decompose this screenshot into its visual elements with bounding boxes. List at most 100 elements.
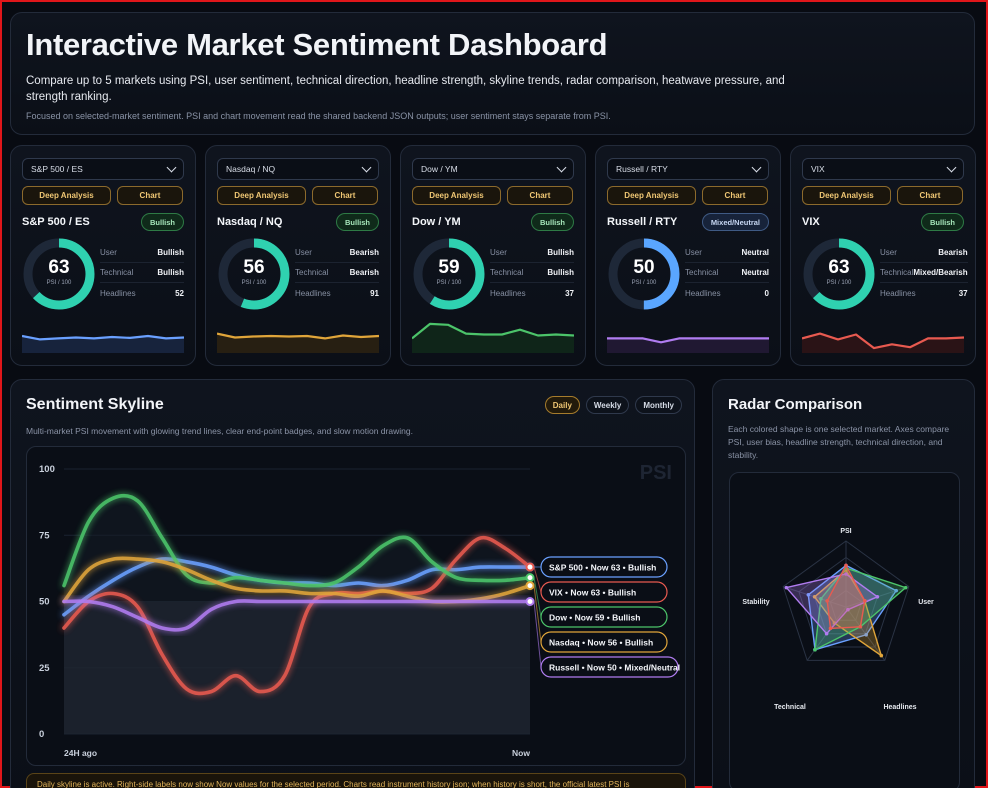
series-endpoint (525, 573, 535, 583)
end-label-connector (533, 566, 542, 593)
radar-shape (826, 563, 866, 630)
market-select[interactable]: S&P 500 / ES (22, 158, 184, 180)
radar-point (894, 588, 899, 593)
gauge-arc (608, 238, 680, 310)
x-tick-label-end: Now (512, 748, 530, 758)
sparkline-area (217, 333, 379, 353)
market-select-value: S&P 500 / ES (31, 164, 83, 174)
radar-svg: PSI User Headlines Technical Stability (742, 528, 934, 711)
sentiment-badge: Bullish (920, 213, 964, 231)
deep-analysis-button[interactable]: Deep Analysis (607, 186, 696, 205)
page-note: Focused on selected-market sentiment. PS… (26, 111, 611, 121)
chart-button[interactable]: Chart (507, 186, 573, 205)
user-label: User (295, 248, 312, 257)
end-label-pill (540, 631, 668, 653)
user-label: User (880, 248, 897, 257)
radar-shape (785, 573, 879, 635)
sentiment-badge: Bullish (530, 213, 574, 231)
headlines-label: Headlines (490, 288, 526, 298)
chart-button[interactable]: Chart (117, 186, 183, 205)
sparkline-line (412, 322, 574, 340)
psi-watermark: PSI (640, 462, 672, 484)
market-name: Russell / RTY (607, 216, 678, 228)
deep-analysis-button[interactable]: Deep Analysis (22, 186, 111, 205)
psi-value: 63 (48, 257, 70, 278)
radar-grid-ring (798, 556, 894, 648)
end-label-text: S&P 500 • Now 63 • Bullish (549, 563, 656, 573)
market-select-value: VIX (811, 164, 825, 174)
deep-analysis-button[interactable]: Deep Analysis (217, 186, 306, 205)
technical-label: Technical (100, 268, 134, 277)
technical-label: Technical (685, 268, 719, 277)
chevron-down-icon (751, 162, 762, 172)
sentiment-badge: Mixed/Neutral (701, 213, 769, 231)
baseline-area (64, 601, 530, 734)
radar-point (864, 632, 868, 637)
series-endpoint (525, 581, 535, 591)
user-label: User (100, 248, 117, 257)
radar-point (903, 585, 908, 590)
header-panel: Interactive Market Sentiment Dashboard C… (10, 12, 975, 135)
chart-button[interactable]: Chart (312, 186, 378, 205)
period-tabs: Daily Weekly Monthly (544, 396, 682, 414)
headlines-value: 52 (175, 288, 184, 298)
radar-point (824, 631, 829, 636)
sparkline-line (607, 337, 769, 344)
skyline-info-bar: Daily skyline is active. Right-side labe… (26, 773, 686, 788)
psi-value: 63 (828, 257, 850, 278)
sparkline-area (412, 323, 574, 353)
radar-point (806, 592, 811, 597)
headlines-label: Headlines (685, 288, 721, 298)
radar-description: Each colored shape is one selected marke… (728, 424, 950, 460)
x-tick-label-start: 24H ago (64, 748, 97, 758)
market-card: VIX Deep Analysis Chart VIX Bullish 63 P… (790, 145, 976, 366)
end-label-text: Nasdaq • Now 56 • Bullish (549, 638, 653, 648)
skyline-title: Sentiment Skyline (26, 396, 164, 413)
market-select-value: Dow / YM (421, 164, 458, 174)
deep-analysis-button[interactable]: Deep Analysis (802, 186, 891, 205)
radar-axis-label: PSI (840, 528, 851, 535)
headlines-label: Headlines (100, 288, 136, 298)
headlines-label: Headlines (295, 288, 331, 298)
technical-value: Bullish (547, 268, 574, 277)
psi-gauge: 63 PSI / 100 (802, 237, 876, 311)
psi-value: 56 (243, 257, 265, 278)
radar-point (825, 599, 829, 603)
gauge-arc (803, 238, 875, 310)
user-value: Bearish (938, 248, 968, 257)
psi-gauge: 56 PSI / 100 (217, 237, 291, 311)
headlines-value: 91 (370, 288, 379, 298)
market-select[interactable]: Russell / RTY (607, 158, 769, 180)
radar-point (846, 607, 850, 612)
tab-weekly[interactable]: Weekly (585, 396, 630, 414)
radar-axis-label: Stability (742, 599, 769, 606)
end-label-connector (533, 585, 542, 643)
end-label-pill (540, 606, 668, 628)
chart-button[interactable]: Chart (702, 186, 768, 205)
chart-button[interactable]: Chart (897, 186, 963, 205)
tab-monthly[interactable]: Monthly (635, 396, 682, 414)
sentiment-skyline-panel: Sentiment Skyline Multi-market PSI movem… (10, 379, 695, 788)
radar-point (813, 647, 817, 652)
end-label-connector (533, 601, 542, 668)
radar-point (784, 585, 789, 590)
market-select[interactable]: VIX (802, 158, 964, 180)
sparkline-area (607, 338, 769, 353)
sparkline-area (22, 336, 184, 353)
psi-unit: PSI / 100 (241, 280, 267, 286)
tab-daily[interactable]: Daily (544, 396, 580, 414)
market-card: Nasdaq / NQ Deep Analysis Chart Nasdaq /… (205, 145, 391, 366)
psi-gauge: 63 PSI / 100 (22, 237, 96, 311)
technical-value: Bullish (157, 268, 184, 277)
market-select[interactable]: Nasdaq / NQ (217, 158, 379, 180)
chevron-down-icon (361, 162, 372, 172)
psi-unit: PSI / 100 (46, 280, 72, 286)
radar-title: Radar Comparison (728, 396, 863, 413)
chevron-down-icon (166, 162, 177, 172)
radar-point (819, 597, 823, 601)
deep-analysis-button[interactable]: Deep Analysis (412, 186, 501, 205)
gauge-arc (23, 238, 95, 310)
sparkline (802, 332, 964, 353)
market-select[interactable]: Dow / YM (412, 158, 574, 180)
chevron-down-icon (946, 162, 957, 172)
